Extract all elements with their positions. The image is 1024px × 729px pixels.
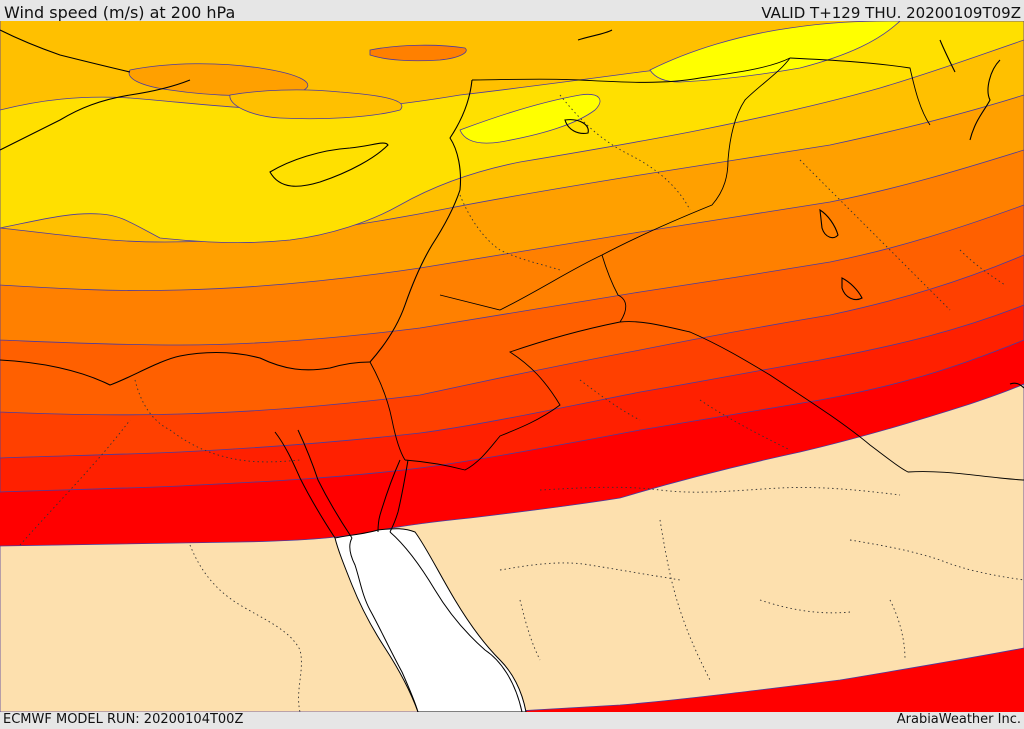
red-sea	[334, 528, 527, 712]
band-7-patch	[229, 89, 403, 120]
header-bar: Wind speed (m/s) at 200 hPa VALID T+129 …	[0, 0, 1024, 22]
credit-text: ArabiaWeather Inc.	[896, 712, 1021, 727]
model-run: ECMWF MODEL RUN: 20200104T00Z	[3, 712, 244, 727]
valid-time: VALID T+129 THU. 20200109T09Z	[761, 4, 1021, 22]
wind-speed-map[interactable]	[0, 21, 1024, 712]
band-5-patch	[369, 44, 467, 62]
band-9-inner	[459, 93, 601, 144]
gulf-coastlines	[274, 429, 523, 712]
borders	[369, 57, 1024, 481]
coastlines	[0, 29, 1024, 389]
map-title: Wind speed (m/s) at 200 hPa	[4, 3, 236, 22]
low-wind-region	[0, 383, 1024, 712]
map-panel[interactable]	[0, 21, 1024, 712]
admin-boundaries	[19, 94, 1024, 712]
footer-bar: ECMWF MODEL RUN: 20200104T00Z ArabiaWeat…	[0, 712, 1024, 729]
band-9	[649, 21, 901, 83]
